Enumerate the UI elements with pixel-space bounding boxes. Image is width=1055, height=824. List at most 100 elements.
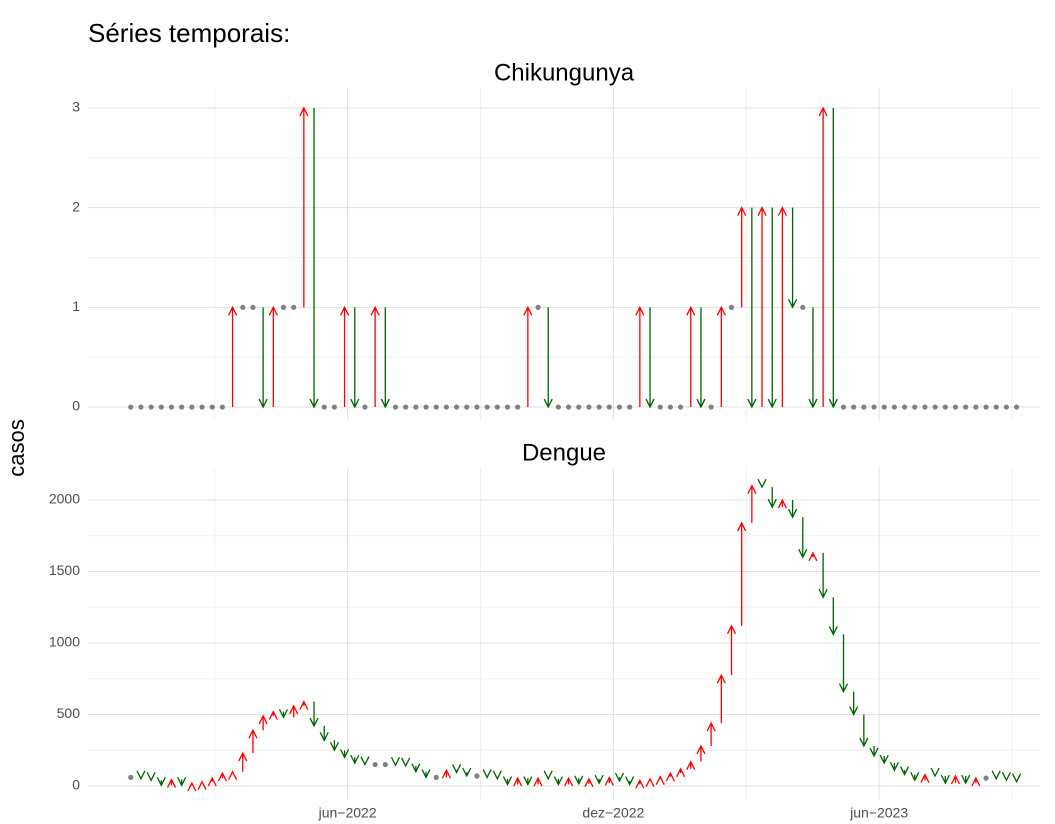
arrow xyxy=(971,776,981,787)
point xyxy=(148,404,154,410)
arrow xyxy=(268,305,278,408)
point xyxy=(433,404,439,410)
point xyxy=(362,404,368,410)
arrow xyxy=(452,764,462,774)
point xyxy=(677,404,684,410)
arrow xyxy=(238,751,248,772)
arrow xyxy=(767,207,777,409)
point xyxy=(504,404,511,410)
point xyxy=(983,775,989,781)
arrow xyxy=(197,780,207,790)
point xyxy=(199,404,205,410)
point xyxy=(565,404,572,410)
y-tick-label: 3 xyxy=(72,99,80,115)
point xyxy=(800,304,806,310)
arrow xyxy=(411,763,421,774)
arrow xyxy=(696,744,706,762)
arrow xyxy=(818,552,828,599)
arrow xyxy=(655,775,665,785)
point xyxy=(128,774,134,781)
point xyxy=(515,404,521,410)
arrow xyxy=(258,714,268,731)
arrow xyxy=(289,704,299,718)
arrow xyxy=(543,307,553,409)
point xyxy=(423,404,429,410)
point xyxy=(240,304,246,310)
point xyxy=(443,404,449,410)
arrow xyxy=(869,745,879,758)
point xyxy=(586,404,592,410)
arrow xyxy=(523,305,533,408)
arrow xyxy=(584,777,594,788)
arrow xyxy=(258,307,268,409)
point xyxy=(372,761,378,768)
x-tick-label: dez−2022 xyxy=(582,805,644,821)
y-tick-label: 1500 xyxy=(49,562,80,578)
arrow xyxy=(543,770,553,781)
arrow xyxy=(961,774,971,785)
arrow xyxy=(340,305,350,408)
x-tick-label: jun−2023 xyxy=(849,805,908,821)
arrow xyxy=(777,498,787,509)
point xyxy=(250,304,256,310)
arrow xyxy=(788,207,798,309)
point xyxy=(881,404,887,410)
point xyxy=(596,404,602,410)
arrow xyxy=(747,207,757,409)
point xyxy=(331,404,337,410)
y-tick-label: 0 xyxy=(72,777,80,793)
arrow xyxy=(859,714,869,748)
arrow xyxy=(228,770,238,780)
point xyxy=(983,404,989,410)
arrow xyxy=(309,701,319,728)
arrow xyxy=(329,740,339,752)
arrow xyxy=(319,725,329,742)
arrow xyxy=(594,774,604,785)
point xyxy=(932,404,938,410)
point xyxy=(616,404,623,410)
arrow xyxy=(207,776,217,787)
arrow xyxy=(940,774,950,785)
arrow xyxy=(696,307,706,409)
arrow xyxy=(564,776,574,787)
point xyxy=(728,304,735,310)
point xyxy=(291,304,297,310)
point xyxy=(403,404,409,410)
arrow xyxy=(502,776,513,787)
arrow xyxy=(900,766,910,777)
point xyxy=(657,404,663,410)
arrow xyxy=(950,774,961,785)
page-title: Séries temporais: xyxy=(88,18,290,48)
point xyxy=(464,404,470,410)
point xyxy=(627,404,633,410)
y-tick-label: 0 xyxy=(72,398,80,414)
point xyxy=(871,404,877,410)
arrow xyxy=(635,305,645,408)
arrow xyxy=(268,710,278,720)
point xyxy=(209,404,215,410)
point xyxy=(128,404,134,410)
arrow xyxy=(686,305,696,408)
arrow xyxy=(1011,773,1022,784)
arrow xyxy=(879,754,889,765)
point xyxy=(973,404,979,410)
y-tick-label: 2 xyxy=(72,198,80,214)
point xyxy=(708,404,714,410)
arrow xyxy=(849,691,859,716)
point xyxy=(851,404,857,410)
point xyxy=(606,404,612,410)
arrow xyxy=(706,721,716,746)
point xyxy=(189,404,195,410)
panel-title: Chikungunya xyxy=(494,59,635,86)
point xyxy=(453,404,460,410)
point xyxy=(535,304,541,310)
arrow xyxy=(665,771,675,782)
point xyxy=(555,404,562,410)
arrow xyxy=(808,551,818,562)
point xyxy=(901,404,908,410)
arrow xyxy=(747,484,757,523)
point xyxy=(138,404,144,410)
arrow xyxy=(614,772,625,783)
arrow xyxy=(156,776,166,787)
arrow xyxy=(136,770,146,781)
